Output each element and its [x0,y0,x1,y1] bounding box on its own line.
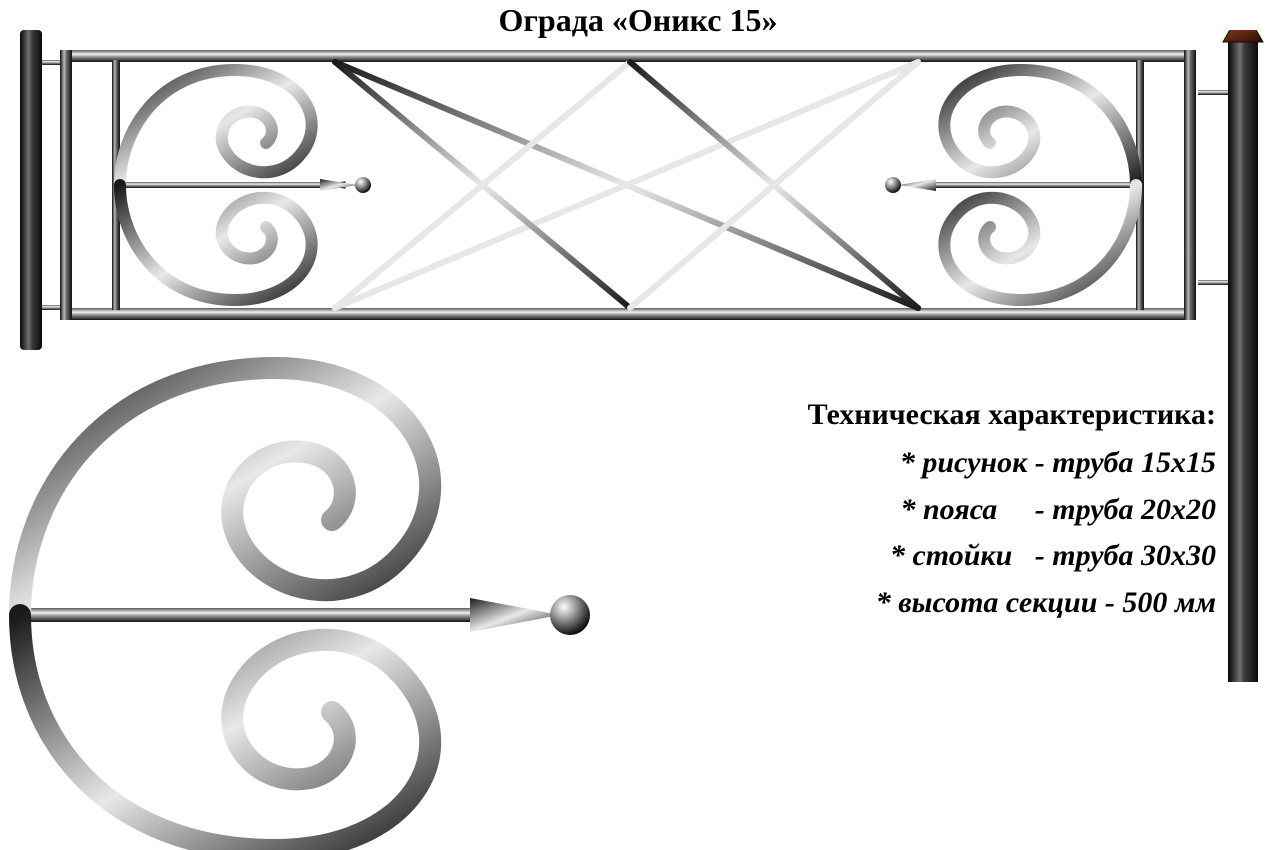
left-post [20,30,42,350]
right-scroll-group [885,70,1136,300]
left-scroll-group [120,70,371,300]
spec-block: Техническая характеристика: * рисунок - … [616,398,1216,626]
spec-item: * рисунок - труба 15х15 [616,440,1216,487]
right-post [1223,30,1263,682]
spec-list: * рисунок - труба 15х15 * пояса - труба … [616,440,1216,626]
spec-heading: Техническая характеристика: [616,398,1216,432]
spec-item: * высота секции - 500 мм [616,580,1216,627]
spec-item: * пояса - труба 20х20 [616,487,1216,534]
spec-item: * стойки - труба 30х30 [616,533,1216,580]
cross-pattern [335,62,918,308]
scroll-detail [20,368,590,850]
